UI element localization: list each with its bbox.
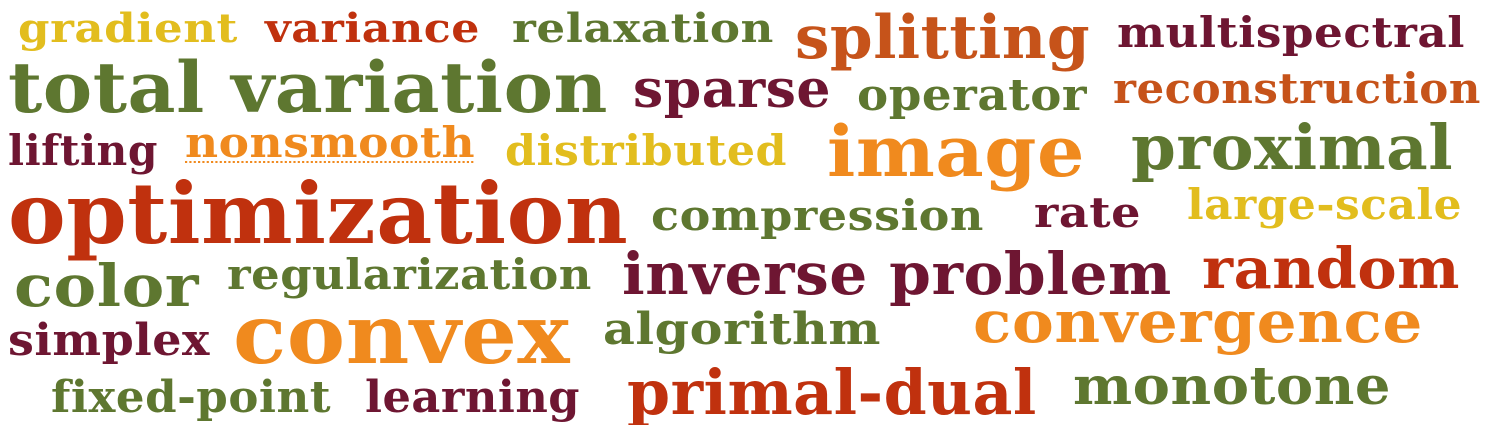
- word-convex: convex: [233, 287, 571, 384]
- word-inverse-problem: inverse problem: [622, 239, 1172, 308]
- word-splitting: splitting: [795, 3, 1091, 74]
- word-monotone: monotone: [1073, 356, 1391, 418]
- word-convergence: convergence: [973, 287, 1423, 356]
- word-large-scale: large-scale: [1187, 180, 1463, 230]
- word-variance: variance: [265, 4, 481, 52]
- word-random: random: [1202, 236, 1461, 303]
- word-optimization: optimization: [8, 164, 629, 264]
- word-compression: compression: [651, 191, 984, 241]
- word-operator: operator: [857, 69, 1088, 121]
- word-distributed: distributed: [505, 126, 788, 176]
- word-simplex: simplex: [8, 314, 210, 366]
- word-primal-dual: primal-dual: [627, 355, 1037, 425]
- word-regularization: regularization: [227, 250, 592, 300]
- word-reconstruction: reconstruction: [1113, 64, 1481, 114]
- word-color: color: [14, 251, 200, 320]
- word-rate: rate: [1034, 188, 1142, 238]
- word-relaxation: relaxation: [512, 4, 774, 52]
- word-sparse: sparse: [633, 59, 832, 121]
- word-image: image: [827, 110, 1085, 194]
- word-fixed-point: fixed-point: [51, 371, 332, 423]
- word-total-variation: total variation: [8, 46, 608, 130]
- word-multispectral: multispectral: [1117, 8, 1465, 58]
- word-lifting: lifting: [8, 126, 158, 176]
- word-proximal: proximal: [1131, 110, 1454, 184]
- word-algorithm: algorithm: [603, 303, 881, 355]
- word-gradient: gradient: [18, 4, 238, 52]
- word-nonsmooth: nonsmooth: [185, 118, 476, 168]
- word-learning: learning: [365, 371, 581, 423]
